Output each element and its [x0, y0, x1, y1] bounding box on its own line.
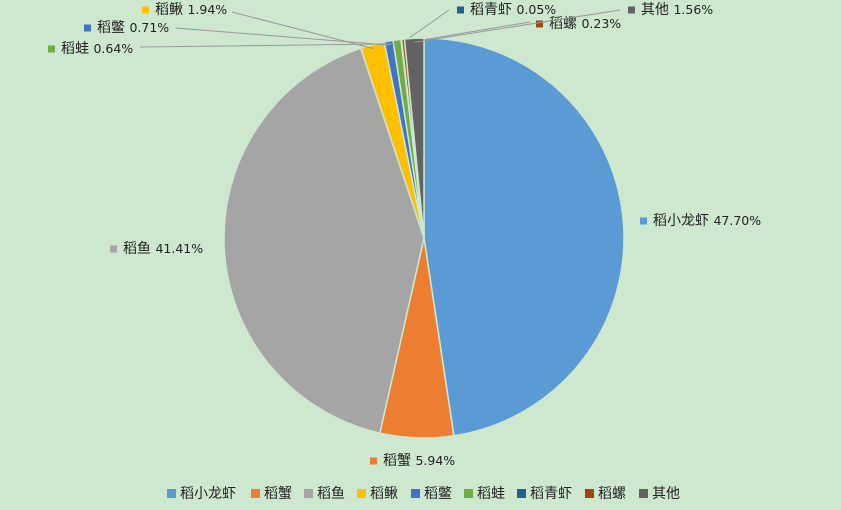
label-value: 47.70% [713, 213, 761, 228]
legend-label: 稻青虾 [530, 486, 572, 502]
label-value: 1.56% [673, 2, 713, 17]
label-category: 稻螺 [549, 16, 577, 32]
pie-slice [223, 47, 425, 434]
label-value: 5.94% [415, 453, 455, 468]
label-category: 稻鱼 [123, 240, 151, 257]
label-category: 稻鳅 [155, 2, 183, 18]
leader-line [401, 9, 450, 44]
label-category: 稻小龙虾 [653, 213, 709, 229]
legend-label: 稻螺 [598, 486, 626, 502]
leader-line [231, 11, 374, 50]
label-value: 41.41% [155, 241, 203, 256]
data-label: 稻蟹 5.94% [383, 453, 455, 470]
label-marker [457, 6, 464, 14]
legend-marker [585, 489, 594, 498]
legend-marker [464, 489, 473, 498]
legend-label: 稻小龙虾 [180, 486, 236, 502]
legend-marker [411, 489, 420, 498]
label-category: 其他 [641, 2, 669, 18]
leader-line [414, 9, 621, 43]
legend-label: 稻鳅 [370, 486, 398, 502]
label-marker [640, 217, 647, 225]
label-value: 0.71% [129, 20, 169, 35]
data-label: 稻螺 0.23% [549, 16, 621, 33]
label-marker [110, 245, 117, 253]
data-label: 稻蛙 0.64% [61, 41, 133, 58]
label-marker [536, 20, 543, 28]
leader-line [175, 27, 390, 46]
legend-label: 稻蛙 [477, 486, 505, 502]
label-category: 稻鳖 [97, 20, 125, 36]
pie-slice [423, 37, 625, 437]
label-marker [370, 457, 377, 465]
label-value: 0.64% [93, 41, 133, 56]
label-marker [48, 45, 55, 53]
legend-marker [167, 489, 176, 498]
legend-marker [517, 489, 526, 498]
data-label: 稻小龙虾 47.70% [653, 213, 761, 230]
label-marker [628, 6, 635, 14]
label-value: 0.05% [516, 2, 556, 17]
legend-label: 稻鱼 [317, 485, 345, 502]
data-label: 稻青虾 0.05% [470, 2, 556, 19]
label-value: 1.94% [187, 2, 227, 17]
legend-label: 稻蟹 [264, 486, 292, 502]
legend-label: 其他 [652, 486, 680, 502]
label-value: 0.23% [581, 16, 621, 31]
pie-slice [403, 37, 425, 239]
legend-marker [639, 489, 648, 498]
legend-marker [357, 489, 366, 498]
legend-marker [304, 489, 313, 498]
legend-marker [251, 489, 260, 498]
data-label: 稻鳅 1.94% [155, 2, 227, 19]
legend-label: 稻鳖 [424, 486, 452, 502]
leader-line [139, 43, 398, 48]
label-marker [142, 6, 149, 14]
label-category: 稻蛙 [61, 41, 89, 57]
label-category: 稻蟹 [383, 453, 411, 469]
data-label: 其他 1.56% [641, 2, 713, 19]
data-label: 稻鱼 41.41% [123, 240, 203, 257]
data-label: 稻鳖 0.71% [97, 20, 169, 37]
label-category: 稻青虾 [470, 2, 512, 18]
label-marker [84, 24, 91, 32]
